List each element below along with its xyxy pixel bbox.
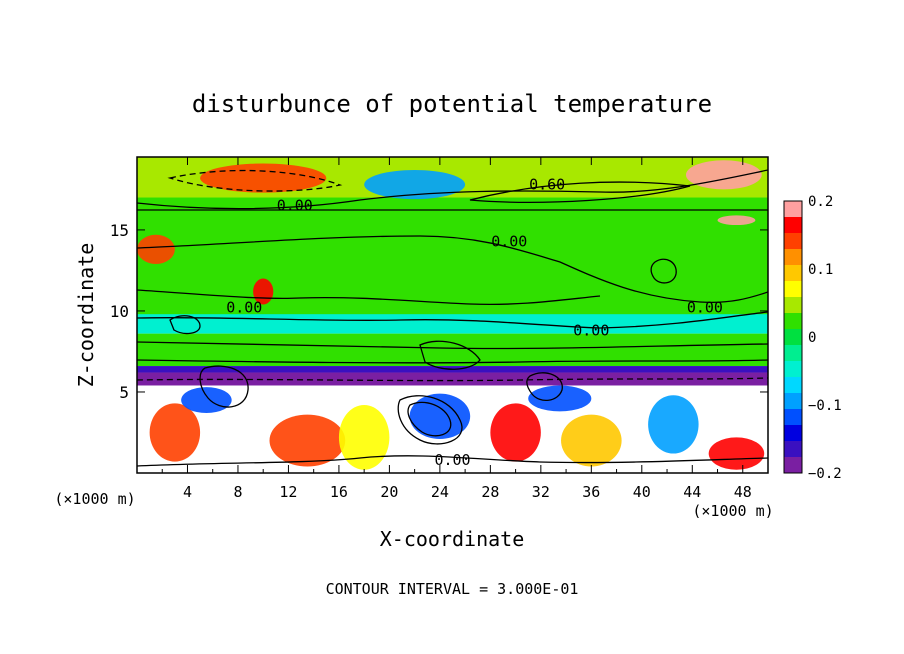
contour-line <box>137 169 768 210</box>
contour-interval-note: CONTOUR INTERVAL = 3.000E-01 <box>326 580 579 598</box>
x-tick-label: 24 <box>431 483 449 501</box>
contour-line <box>469 181 691 203</box>
contour-line <box>169 315 201 335</box>
contour-label: 0.00 <box>491 232 527 250</box>
contour-line <box>137 341 768 350</box>
colorbar-swatch <box>784 425 802 442</box>
contour-lines <box>137 169 768 467</box>
colorbar-tick-label: −0.2 <box>808 466 842 482</box>
contour-line <box>137 359 768 364</box>
colorbar-swatch <box>784 201 802 218</box>
y-tick-label: 15 <box>110 221 129 240</box>
colorbar-swatch <box>784 281 802 298</box>
x-tick-label: 16 <box>330 483 348 501</box>
field-blobs <box>137 160 765 470</box>
x-tick-label: 28 <box>481 483 499 501</box>
colorbar-swatch <box>784 377 802 394</box>
colorbar-tick-label: 0 <box>808 330 816 346</box>
x-unit-label-left: (×1000 m) <box>54 490 135 508</box>
colorbar-swatch <box>784 345 802 362</box>
x-tick-label: 32 <box>532 483 550 501</box>
colorbar-tick-label: 0.1 <box>808 262 833 278</box>
contour-line <box>419 340 481 370</box>
y-tick-label: 5 <box>119 383 129 402</box>
contour-line <box>397 395 463 445</box>
field-blob <box>364 169 466 200</box>
x-tick-label: 44 <box>683 483 701 501</box>
contour-line <box>137 235 768 304</box>
x-tick-label: 20 <box>380 483 398 501</box>
contour-label: 0.00 <box>573 321 609 339</box>
colorbar-swatch <box>784 265 802 282</box>
field-blob <box>561 414 622 467</box>
contour-label: 0.00 <box>277 197 313 215</box>
colorbar-swatch <box>784 457 802 474</box>
field-blob <box>490 403 541 462</box>
colorbar-frame <box>783 200 803 474</box>
x-tick-label: 48 <box>734 483 752 501</box>
contour-line <box>407 401 452 437</box>
plot-area: 0.60 0.00 0.00 0.00 0.00 0.00 0.00 <box>137 157 768 473</box>
colorbar-swatch <box>784 233 802 250</box>
field-blob <box>648 395 699 454</box>
field-band <box>137 197 768 328</box>
x-tick-label: 40 <box>633 483 651 501</box>
contour-line <box>167 169 343 192</box>
y-tick-label: 10 <box>110 302 129 321</box>
chart-title: disturbunce of potential temperature <box>192 90 712 118</box>
field-band <box>137 372 768 386</box>
plot-frame <box>136 156 769 474</box>
colorbar-tick-label: 0.2 <box>808 194 833 210</box>
x-axis-label: X-coordinate <box>380 527 525 551</box>
field-blob <box>137 234 175 264</box>
colorbar-swatch <box>784 217 802 234</box>
colorbar-swatch <box>784 313 802 330</box>
contour-label: 0.00 <box>434 451 470 469</box>
contour-label: 0.60 <box>529 176 565 194</box>
contour-line <box>137 311 768 329</box>
x-tick-label: 36 <box>582 483 600 501</box>
colorbar-swatch <box>784 361 802 378</box>
colorbar-swatch <box>784 297 802 314</box>
field-blob <box>708 437 765 470</box>
colorbar-swatch <box>784 409 802 426</box>
contour-line <box>137 289 601 306</box>
contour-label: 0.00 <box>226 299 262 317</box>
y-axis: 5 10 15 <box>110 221 768 402</box>
y-axis-label: Z-coordinate <box>74 243 98 388</box>
field-blob <box>149 403 201 462</box>
x-tick-label: 12 <box>279 483 297 501</box>
field-blob <box>685 160 762 190</box>
x-tick-label: 8 <box>233 483 242 501</box>
field-blob <box>181 387 232 414</box>
field-blob <box>717 215 756 226</box>
x-tick-label: 4 <box>183 483 192 501</box>
colorbar-swatch <box>784 393 802 410</box>
contour-line <box>526 372 563 401</box>
x-unit-label-right: (×1000 m) <box>692 502 773 520</box>
colorbar-tick-label: −0.1 <box>808 398 842 414</box>
colorbar-swatch <box>784 249 802 266</box>
colorbar: 0.2 0.1 0 −0.1 −0.2 <box>783 194 842 482</box>
contour-line <box>137 455 768 467</box>
field-blob <box>269 414 346 467</box>
colorbar-swatch <box>784 329 802 346</box>
colorbar-swatch <box>784 441 802 458</box>
field-blob <box>338 404 390 470</box>
contour-line <box>650 258 677 284</box>
contour-label: 0.00 <box>687 299 723 317</box>
x-axis: 4 8 12 16 20 24 28 32 36 40 44 48 <box>161 157 752 501</box>
field-blob <box>528 385 592 412</box>
field-blob <box>409 393 471 439</box>
contour-labels: 0.60 0.00 0.00 0.00 0.00 0.00 0.00 <box>226 176 723 469</box>
contour-line <box>199 365 249 408</box>
contour-line <box>137 377 768 382</box>
